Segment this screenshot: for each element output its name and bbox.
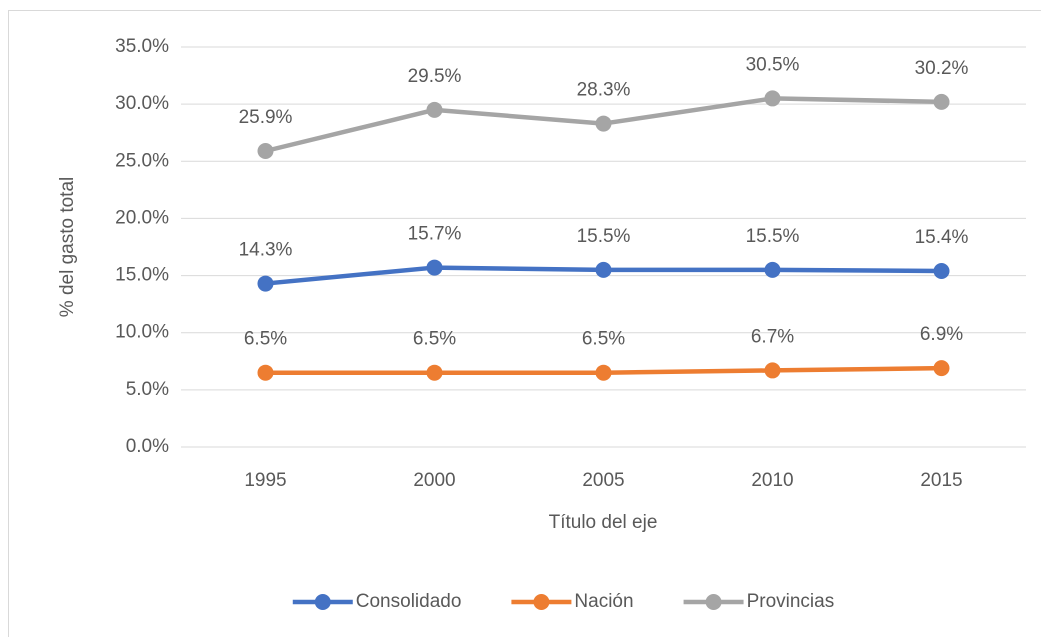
legend-marker (533, 594, 550, 610)
y-tick-label: 15.0% (115, 265, 169, 286)
x-tick-label: 1995 (244, 470, 286, 491)
x-axis-title: Título del eje (549, 512, 658, 533)
point-marker (426, 101, 443, 118)
data-label: 25.9% (239, 107, 293, 128)
data-label: 15.5% (577, 226, 631, 247)
y-axis-title: % del gasto total (57, 177, 78, 317)
x-tick-label: 2015 (920, 470, 962, 491)
data-label: 29.5% (408, 66, 462, 87)
legend-label: Nación (574, 591, 633, 612)
x-tick-label: 2005 (582, 470, 624, 491)
data-label: 15.4% (915, 227, 969, 248)
data-label: 30.2% (915, 58, 969, 79)
point-marker (595, 115, 612, 132)
point-marker (426, 364, 443, 381)
data-label: 14.3% (239, 240, 293, 261)
legend-marker (705, 594, 722, 610)
point-marker (595, 261, 612, 278)
y-tick-label: 0.0% (126, 436, 169, 457)
point-marker (764, 90, 781, 107)
point-marker (257, 275, 274, 292)
y-tick-label: 25.0% (115, 150, 169, 171)
y-tick-label: 5.0% (126, 379, 169, 400)
chart-frame (8, 10, 1041, 637)
data-label: 30.5% (746, 54, 800, 75)
point-marker (257, 143, 274, 159)
legend-label: Consolidado (356, 591, 462, 612)
y-tick-label: 30.0% (115, 93, 169, 114)
point-marker (933, 93, 950, 110)
data-label: 6.5% (244, 329, 287, 350)
x-tick-label: 2010 (751, 470, 793, 491)
legend-marker (314, 594, 331, 610)
data-label: 6.7% (751, 326, 794, 347)
point-marker (595, 364, 612, 381)
point-marker (933, 360, 950, 377)
x-tick-label: 2000 (413, 470, 455, 491)
data-label: 15.7% (408, 224, 462, 245)
y-tick-label: 20.0% (115, 207, 169, 228)
y-tick-label: 35.0% (115, 36, 169, 57)
point-marker (933, 263, 950, 279)
data-label: 6.5% (413, 329, 456, 350)
point-marker (257, 364, 274, 381)
point-marker (426, 259, 443, 276)
point-marker (764, 362, 781, 379)
data-label: 6.5% (582, 329, 625, 350)
data-label: 15.5% (746, 226, 800, 247)
data-label: 6.9% (920, 324, 963, 345)
y-tick-label: 10.0% (115, 322, 169, 343)
legend-label: Provincias (747, 591, 835, 612)
point-marker (764, 261, 781, 278)
data-label: 28.3% (577, 80, 631, 101)
